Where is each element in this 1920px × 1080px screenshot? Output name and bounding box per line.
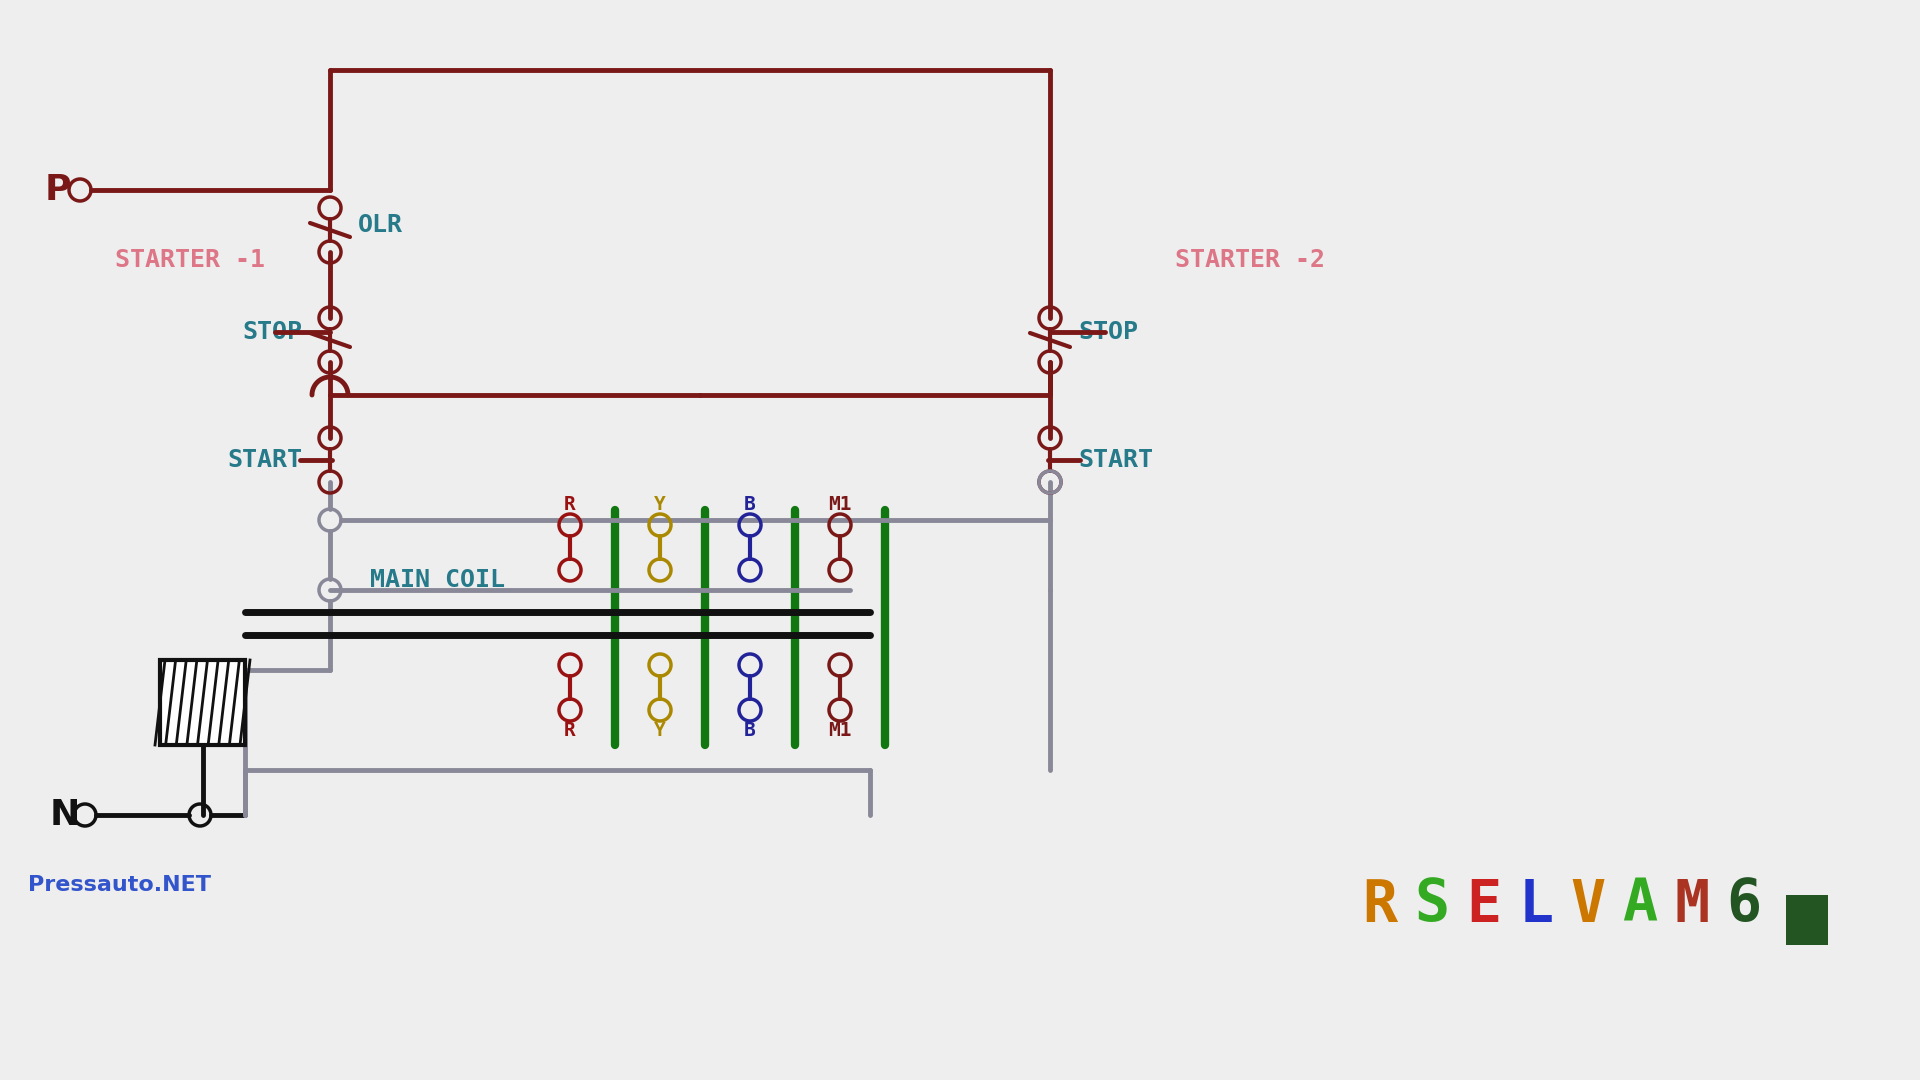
Text: A: A — [1622, 877, 1657, 933]
Text: STOP: STOP — [1077, 320, 1139, 345]
Text: N: N — [50, 798, 81, 832]
Text: L: L — [1519, 877, 1553, 933]
Bar — [1786, 895, 1828, 945]
Bar — [159, 660, 246, 745]
Text: Y: Y — [655, 496, 666, 514]
Text: Y: Y — [655, 720, 666, 740]
Text: S: S — [1415, 877, 1450, 933]
Text: M1: M1 — [828, 720, 852, 740]
Text: B: B — [745, 496, 756, 514]
Text: START: START — [227, 448, 301, 472]
Text: M1: M1 — [828, 496, 852, 514]
Text: STARTER -1: STARTER -1 — [115, 248, 265, 272]
Text: OLR: OLR — [357, 213, 403, 237]
Text: 6: 6 — [1726, 877, 1761, 933]
Text: V: V — [1571, 877, 1605, 933]
Text: Pressauto.NET: Pressauto.NET — [29, 875, 211, 895]
Text: R: R — [564, 496, 576, 514]
Text: R: R — [1363, 877, 1398, 933]
Text: E: E — [1467, 877, 1501, 933]
Text: STOP: STOP — [242, 320, 301, 345]
Text: P: P — [44, 173, 71, 207]
Text: MAIN COIL: MAIN COIL — [371, 568, 505, 592]
Text: STARTER -2: STARTER -2 — [1175, 248, 1325, 272]
Text: B: B — [745, 720, 756, 740]
Text: M: M — [1674, 877, 1709, 933]
Text: START: START — [1077, 448, 1154, 472]
Text: R: R — [564, 720, 576, 740]
